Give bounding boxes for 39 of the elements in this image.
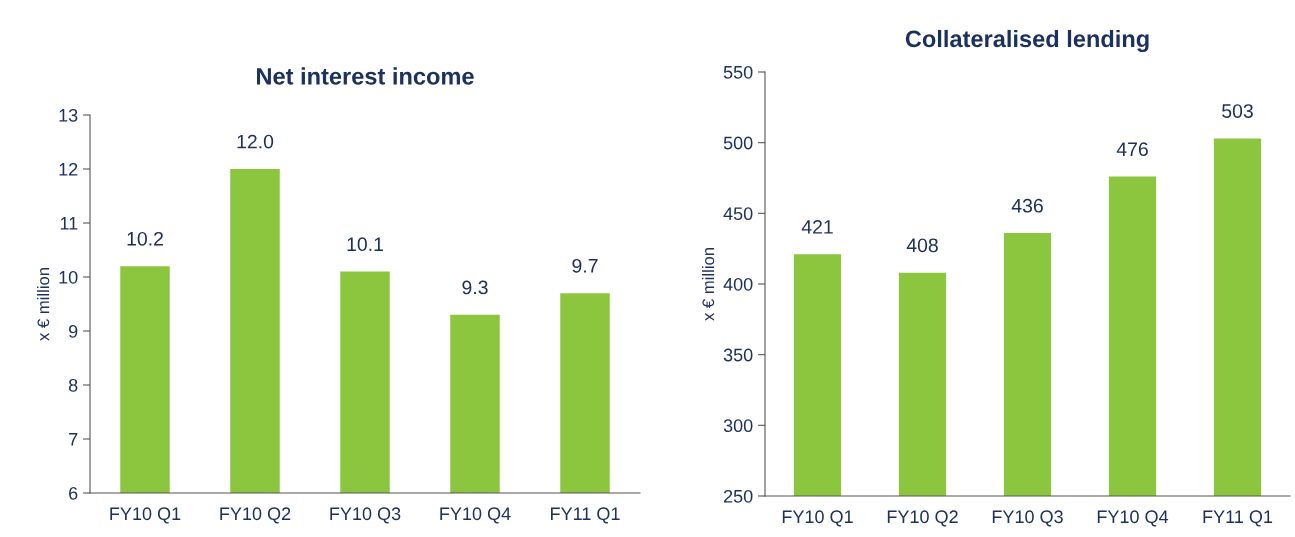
x-tick-label: FY10 Q3 [992,510,1063,527]
y-tick-label: 13 [59,108,78,122]
data-label: 503 [1222,104,1253,118]
x-tick-label: FY11 Q1 [1203,510,1273,527]
y-tick-label: 7 [69,433,78,446]
chart-title: Collateralised lending [905,29,1149,52]
data-label: 10.1 [347,237,383,252]
x-tick-label: FY10 Q1 [782,510,853,527]
x-tick-label: FY10 Q4 [440,507,511,524]
y-tick-label: 550 [723,65,753,79]
data-label: 12.0 [237,134,274,149]
y-tick-label: 9 [69,324,78,338]
y-tick-label: 400 [723,277,753,291]
y-tick-label: 6 [69,486,78,500]
x-tick-label: FY10 Q4 [1097,510,1169,527]
data-label: 10.2 [127,231,163,246]
y-tick-label: 8 [68,378,78,392]
y-axis-title: x € million [701,248,715,321]
data-label: 9.7 [572,258,598,273]
y-tick-label: 10 [59,270,78,284]
x-tick-label: FY11 Q1 [551,507,620,524]
data-label: 436 [1011,198,1043,213]
y-tick-label: 350 [723,348,753,362]
data-label: 9.3 [462,280,488,295]
y-axis-title: x € million [37,268,50,341]
y-tick-label: 12 [59,162,78,176]
data-label: 421 [801,220,833,234]
x-tick-label: FY10 Q2 [220,507,291,524]
y-tick-label: 500 [723,136,753,150]
x-tick-label: FY10 Q3 [330,507,401,524]
y-tick-label: 250 [723,489,753,503]
y-tick-label: 300 [723,419,753,433]
y-tick-label: 450 [723,207,753,221]
data-label: 408 [906,238,938,253]
x-tick-label: FY10 Q2 [887,510,958,527]
chart-title: Net interest income [257,67,474,85]
x-tick-label: FY10 Q1 [110,507,181,524]
data-label: 476 [1116,142,1148,157]
y-tick-label: 11 [60,217,78,230]
